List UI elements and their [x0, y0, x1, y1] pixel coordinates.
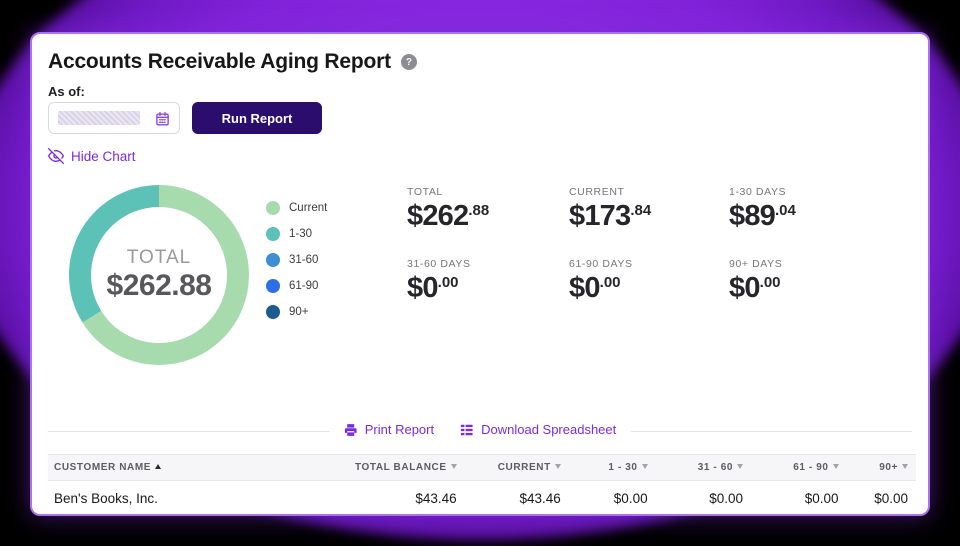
run-report-button[interactable]: Run Report	[192, 102, 322, 134]
stat-61-90-days: 61-90 DAYS $0.00	[569, 258, 633, 304]
print-report-link[interactable]: Print Report	[344, 422, 434, 437]
report-actions: Print Report Download Spreadsheet	[329, 422, 631, 437]
printer-icon	[344, 423, 358, 437]
as-of-label: As of:	[48, 84, 85, 99]
report-header: Accounts Receivable Aging Report ?	[48, 50, 417, 74]
legend-swatch	[266, 279, 280, 293]
cell-31-60: $0.00	[655, 480, 752, 514]
donut-chart[interactable]: TOTAL $262.88	[63, 179, 255, 371]
date-value-redacted	[58, 111, 140, 125]
column-header-total-balance[interactable]: TOTAL BALANCE	[343, 454, 465, 481]
date-input[interactable]	[48, 102, 180, 134]
summary-stats: TOTAL $262.88 CURRENT $173.84 1-30 DAYS …	[407, 186, 917, 310]
column-header-current[interactable]: CURRENT	[464, 454, 569, 481]
help-icon[interactable]: ?	[400, 54, 417, 70]
column-header-31-60[interactable]: 31 - 60	[655, 454, 752, 481]
legend-item-1-30: 1-30	[266, 221, 327, 247]
sort-desc-icon	[832, 464, 839, 469]
cell-total-balance: $43.46	[343, 480, 465, 514]
cell-customer-name: Ben's Books, Inc.	[48, 480, 344, 514]
hide-chart-label: Hide Chart	[71, 148, 136, 164]
legend-label: 61-90	[289, 280, 319, 292]
table-row: Ben's Books, Inc. $43.46 $43.46 $0.00 $0…	[48, 480, 916, 514]
print-report-label: Print Report	[364, 422, 435, 437]
legend-swatch	[266, 227, 280, 241]
sort-desc-icon	[902, 464, 908, 469]
download-spreadsheet-link[interactable]: Download Spreadsheet	[460, 422, 616, 437]
legend-label: Current	[289, 202, 328, 214]
stat-current: CURRENT $173.84	[569, 186, 652, 232]
legend-label: 1-30	[289, 228, 313, 240]
spreadsheet-icon	[460, 423, 474, 437]
download-spreadsheet-label: Download Spreadsheet	[481, 422, 617, 437]
aging-table: CUSTOMER NAME TOTAL BALANCE CURRENT 1 - …	[48, 454, 916, 514]
calendar-icon[interactable]	[155, 111, 170, 126]
chart-legend: Current 1-30 31-60 61-90 90+	[266, 195, 327, 325]
column-header-customer-name[interactable]: CUSTOMER NAME	[48, 454, 344, 481]
hide-chart-link[interactable]: Hide Chart	[48, 148, 136, 164]
legend-swatch	[266, 201, 280, 215]
cell-current: $43.46	[464, 480, 569, 514]
stat-31-60-days: 31-60 DAYS $0.00	[407, 258, 471, 304]
legend-item-90-plus: 90+	[266, 299, 327, 325]
sort-asc-icon	[155, 464, 162, 469]
cell-61-90: $0.00	[751, 480, 847, 514]
column-header-1-30[interactable]: 1 - 30	[568, 454, 656, 481]
eye-off-icon	[48, 148, 64, 164]
legend-swatch	[266, 305, 280, 319]
page-title: Accounts Receivable Aging Report	[48, 50, 391, 73]
cell-1-30: $0.00	[568, 480, 656, 514]
report-card: Accounts Receivable Aging Report ? As of…	[30, 32, 930, 516]
table-header-row: CUSTOMER NAME TOTAL BALANCE CURRENT 1 - …	[48, 454, 916, 481]
cell-90-plus: $0.00	[846, 480, 916, 514]
stat-1-30-days: 1-30 DAYS $89.04	[729, 186, 796, 232]
legend-item-61-90: 61-90	[266, 273, 327, 299]
sort-desc-icon	[737, 464, 744, 469]
sort-desc-icon	[641, 464, 648, 469]
legend-item-current: Current	[266, 195, 327, 221]
legend-label: 31-60	[289, 254, 319, 266]
column-header-61-90[interactable]: 61 - 90	[751, 454, 847, 481]
legend-label: 90+	[289, 306, 309, 318]
stat-total: TOTAL $262.88	[407, 186, 490, 232]
legend-item-31-60: 31-60	[266, 247, 327, 273]
sort-desc-icon	[450, 464, 457, 469]
sort-desc-icon	[554, 464, 561, 469]
stat-90-plus-days: 90+ DAYS $0.00	[729, 258, 783, 304]
column-header-90-plus[interactable]: 90+	[846, 454, 916, 481]
legend-swatch	[266, 253, 280, 267]
